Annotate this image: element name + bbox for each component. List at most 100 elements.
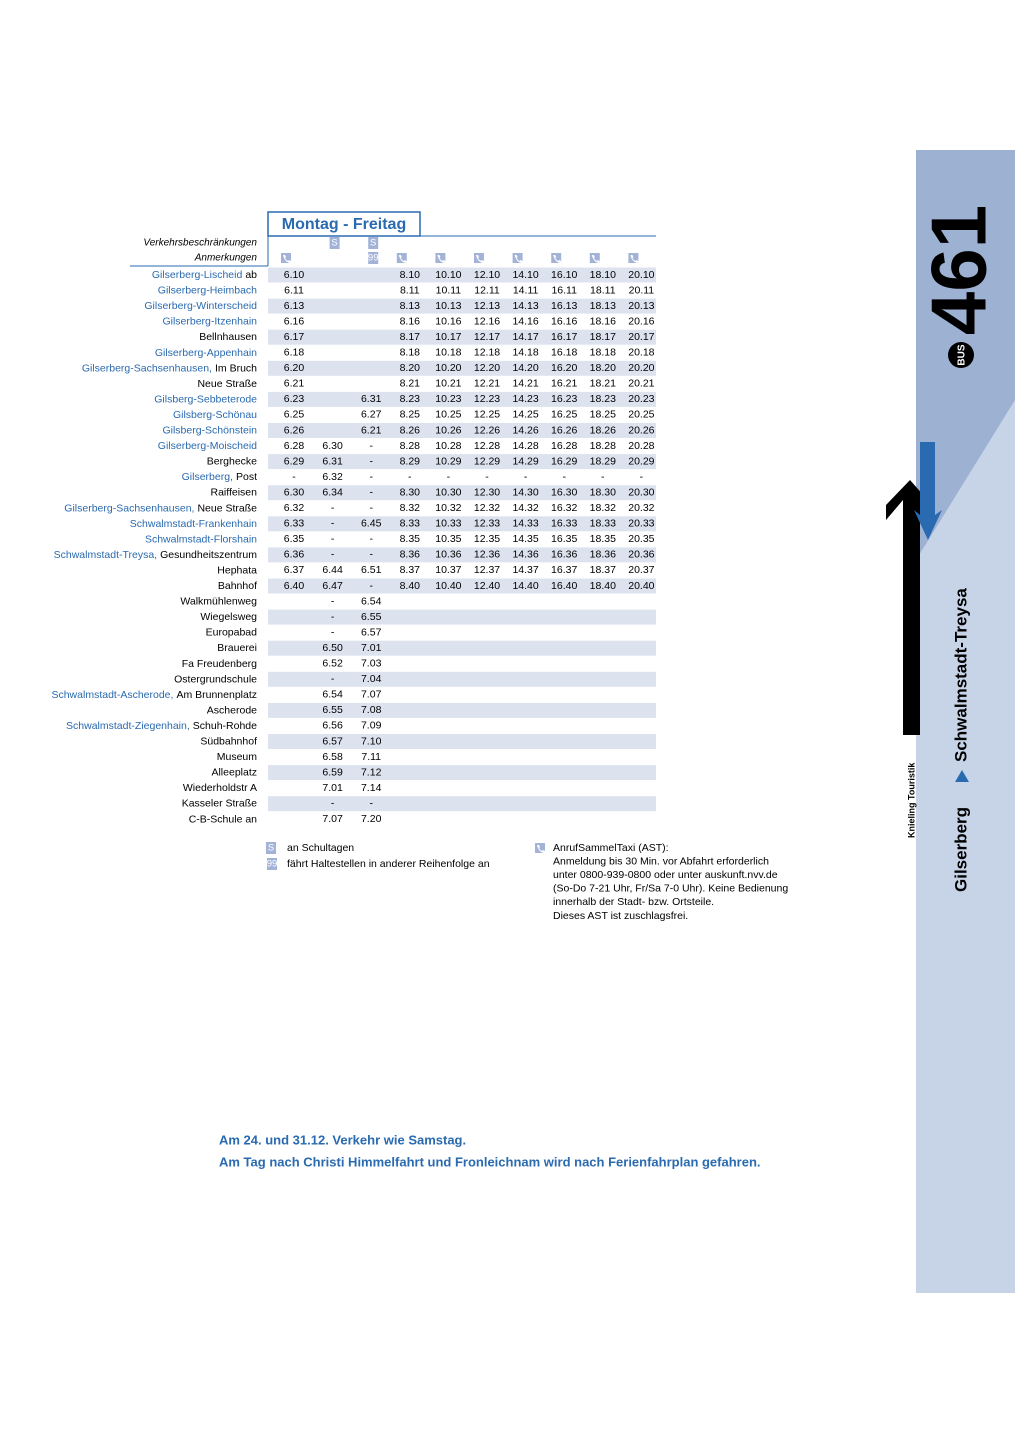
stop-town: Gilserberg-Sachsenhausen,	[82, 362, 212, 374]
stop-stop: Bahnhof	[218, 580, 257, 592]
time-cell: -	[562, 471, 566, 483]
stop-town: Schwalmstadt-Treysa,	[54, 549, 157, 561]
time-cell: 16.18	[551, 347, 577, 359]
time-cell: 6.35	[284, 533, 305, 545]
time-cell: 14.32	[512, 502, 538, 514]
footer-note: Am 24. und 31.12. Verkehr wie Samstag.	[219, 1132, 466, 1147]
title-tab	[267, 211, 421, 237]
symbol-box	[368, 252, 379, 264]
time-cell: 8.16	[400, 315, 421, 327]
time-cell: 20.32	[628, 502, 654, 514]
stop-name: Europabad	[206, 626, 258, 638]
stop-stop: Post	[236, 471, 257, 483]
time-cell: 14.20	[512, 362, 538, 374]
time-cell: 8.18	[400, 347, 421, 359]
stop-name: Gilserberg-Heimbach	[158, 284, 257, 296]
time-cell: -	[408, 471, 412, 483]
time-cell: 18.37	[590, 564, 616, 576]
route-arrow	[955, 770, 969, 782]
time-cell: 16.13	[551, 300, 577, 312]
time-cell: 10.32	[435, 502, 461, 514]
stop-name: Bahnhof	[218, 580, 257, 592]
time-cell: 12.33	[474, 518, 500, 530]
time-cell: 6.23	[284, 393, 305, 405]
publisher: Knieling Touristik	[906, 762, 916, 838]
time-cell: 10.36	[435, 549, 461, 561]
time-cell: 8.26	[400, 424, 421, 436]
time-cell: 10.21	[435, 378, 461, 390]
stop-town: Schwalmstadt-Florshain	[145, 533, 257, 545]
symbol: 99	[368, 253, 379, 264]
time-cell: 14.36	[512, 549, 538, 561]
stop-town: Gilserberg-Winterscheid	[144, 300, 257, 312]
time-cell: 7.07	[322, 813, 343, 825]
row-shade	[268, 391, 656, 407]
bus-badge-text: BUS	[957, 344, 968, 365]
time-cell: 7.11	[361, 751, 381, 763]
title: Montag - Freitag	[282, 216, 406, 233]
symbol: 99	[267, 859, 278, 870]
time-cell: 18.13	[590, 300, 616, 312]
stop-name: Berghecke	[207, 455, 257, 467]
time-cell: 12.28	[474, 440, 500, 452]
stop-name: Wiegelsweg	[200, 611, 257, 623]
time-cell: 14.23	[512, 393, 538, 405]
stop-name: Schwalmstadt-Ziegenhain, Schuh-Rohde	[66, 720, 257, 732]
time-cell: 6.31	[361, 393, 382, 405]
stop-town: Gilsberg-Sebbeterode	[154, 393, 257, 405]
time-cell: 6.31	[322, 455, 343, 467]
stop-stop: Neue Straße	[197, 502, 257, 514]
stop-name: Kasseler Straße	[182, 797, 257, 809]
time-cell: 6.29	[284, 455, 305, 467]
time-cell: 16.23	[551, 393, 577, 405]
time-cell: 18.23	[590, 393, 616, 405]
time-cell: 12.20	[474, 362, 500, 374]
time-cell: 14.33	[512, 518, 538, 530]
row-shade	[268, 454, 656, 470]
time-cell: 16.26	[551, 424, 577, 436]
stop-name: Fa Freudenberg	[182, 658, 257, 670]
stop-stop: Wiegelsweg	[200, 611, 257, 623]
time-cell: 10.28	[435, 440, 461, 452]
time-cell: -	[369, 502, 373, 514]
ast-text: unter 0800-939-0800 oder unter auskunft.…	[553, 869, 778, 881]
stop-stop: Museum	[217, 751, 258, 763]
row-shade	[268, 423, 656, 438]
stop-name: Gilserberg-Appenhain	[155, 347, 257, 359]
time-cell: 18.25	[590, 409, 616, 421]
time-cell: 18.29	[590, 455, 616, 467]
time-cell: 6.37	[284, 564, 305, 576]
time-cell: 20.16	[628, 315, 654, 327]
time-cell: 6.13	[284, 300, 305, 312]
time-cell: 14.13	[512, 300, 538, 312]
time-cell: 6.11	[284, 284, 304, 296]
row-shade	[268, 702, 656, 718]
stop-name: Gilserberg, Post	[182, 471, 257, 483]
stop-town: Schwalmstadt-Ascherode,	[51, 689, 173, 701]
row-shade	[268, 796, 656, 812]
time-cell: 18.20	[590, 362, 616, 374]
time-cell: 16.17	[551, 331, 577, 343]
stop-town: Gilsberg-Schönau	[173, 409, 257, 421]
time-cell: 10.25	[435, 409, 461, 421]
time-cell: 12.11	[474, 284, 500, 296]
time-cell: -	[331, 533, 335, 545]
time-cell: 16.33	[551, 518, 577, 530]
time-cell: -	[524, 471, 528, 483]
row-shade	[268, 329, 656, 345]
time-cell: 18.10	[590, 269, 616, 281]
phone-icon	[435, 253, 446, 263]
time-cell: -	[369, 471, 373, 483]
time-cell: 20.13	[628, 300, 654, 312]
time-cell: 20.17	[628, 331, 654, 343]
time-cell: 16.29	[551, 455, 577, 467]
stop-stop: Südbahnhof	[200, 735, 257, 747]
stop-town: Gilserberg-Appenhain	[155, 347, 257, 359]
time-cell: 10.20	[435, 362, 461, 374]
time-cell: 20.11	[629, 284, 655, 296]
time-cell: 16.20	[551, 362, 577, 374]
time-cell: 16.32	[551, 502, 577, 514]
time-cell: 6.20	[284, 362, 305, 374]
time-cell: 8.30	[400, 486, 421, 498]
time-cell: 8.37	[400, 564, 421, 576]
